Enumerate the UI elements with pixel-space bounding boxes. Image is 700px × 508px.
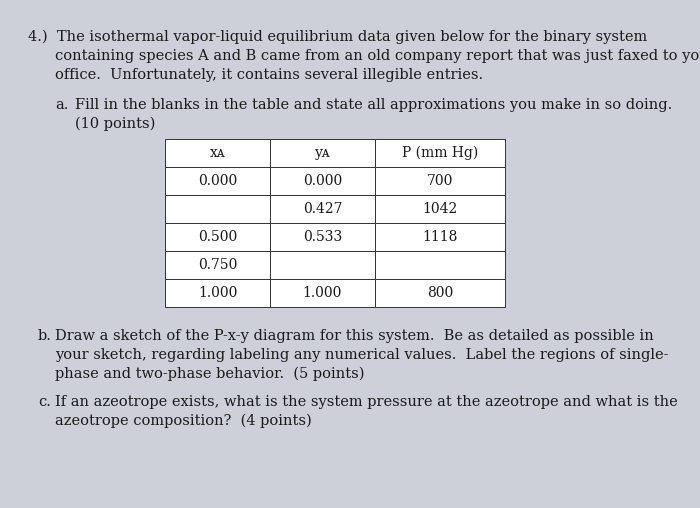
Bar [165,279,270,307]
Text: Fill in the blanks in the table and state all approximations you make in so doin: Fill in the blanks in the table and stat… [75,98,672,112]
Bar [270,195,375,223]
Text: your sketch, regarding labeling any numerical values.  Label the regions of sing: your sketch, regarding labeling any nume… [55,348,668,362]
Bar [270,167,375,195]
Text: xᴀ: xᴀ [209,146,225,160]
Bar [270,139,375,167]
Bar [270,251,375,279]
Bar [375,223,505,251]
Text: (10 points): (10 points) [75,117,155,132]
Text: P (mm Hg): P (mm Hg) [402,146,478,160]
Bar [165,223,270,251]
Text: 700: 700 [427,174,453,188]
Text: office.  Unfortunately, it contains several illegible entries.: office. Unfortunately, it contains sever… [55,68,483,82]
Text: If an azeotrope exists, what is the system pressure at the azeotrope and what is: If an azeotrope exists, what is the syst… [55,395,678,409]
Bar [270,279,375,307]
Text: phase and two-phase behavior.  (5 points): phase and two-phase behavior. (5 points) [55,367,365,382]
Text: 0.427: 0.427 [302,202,342,216]
Text: 0.533: 0.533 [303,230,342,244]
Text: yᴀ: yᴀ [314,146,330,160]
Text: 800: 800 [427,286,453,300]
Text: 1.000: 1.000 [303,286,342,300]
Bar [375,139,505,167]
Text: 0.000: 0.000 [303,174,342,188]
Text: 0.750: 0.750 [198,258,237,272]
Text: 0.000: 0.000 [198,174,237,188]
Bar [165,139,270,167]
Text: 1.000: 1.000 [198,286,237,300]
Text: b.: b. [38,329,52,343]
Bar [375,167,505,195]
Text: 1118: 1118 [422,230,458,244]
Bar [375,251,505,279]
Bar [165,167,270,195]
Text: 4.)  The isothermal vapor-liquid equilibrium data given below for the binary sys: 4.) The isothermal vapor-liquid equilibr… [28,30,648,44]
Bar [375,279,505,307]
Bar [165,251,270,279]
Text: c.: c. [38,395,51,409]
Text: 1042: 1042 [422,202,458,216]
Bar [165,195,270,223]
Text: 0.500: 0.500 [198,230,237,244]
Text: a.: a. [55,98,69,112]
Bar [375,195,505,223]
Text: azeotrope composition?  (4 points): azeotrope composition? (4 points) [55,414,312,428]
Text: containing species A and B came from an old company report that was just faxed t: containing species A and B came from an … [55,49,700,63]
Text: Draw a sketch of the P-x-y diagram for this system.  Be as detailed as possible : Draw a sketch of the P-x-y diagram for t… [55,329,654,343]
Bar [270,223,375,251]
